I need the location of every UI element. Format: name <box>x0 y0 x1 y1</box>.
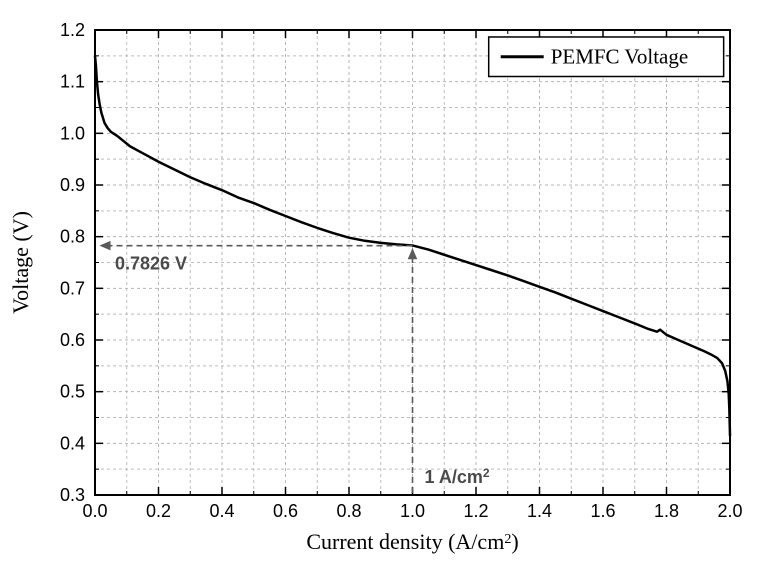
y-tick-label: 0.5 <box>60 382 85 402</box>
y-tick-label: 0.7 <box>60 278 85 298</box>
y-tick-label: 0.9 <box>60 175 85 195</box>
y-tick-label: 1.1 <box>60 72 85 92</box>
annotation-voltage-label: 0.7826 V <box>115 254 187 274</box>
y-axis-label: Voltage (V) <box>8 211 33 314</box>
chart-container: 0.0 0.2 0.4 0.6 0.8 1.0 1.2 1.4 1.6 1.8 2.0 0.3 0.4 0… <box>0 0 768 575</box>
y-tick-label: 0.6 <box>60 330 85 350</box>
x-tick-label: 1.4 <box>527 501 552 521</box>
x-tick-label: 0.4 <box>209 501 234 521</box>
x-tick-label: 1.0 <box>400 501 425 521</box>
x-tick-label: 2.0 <box>717 501 742 521</box>
x-tick-label: 0.2 <box>146 501 171 521</box>
x-tick-label: 0.8 <box>336 501 361 521</box>
x-tick-label: 0.6 <box>273 501 298 521</box>
y-tick-label: 1.0 <box>60 123 85 143</box>
annotation-current-label: 1 A/cm2 <box>425 466 490 487</box>
y-tick-label: 0.8 <box>60 227 85 247</box>
polarization-chart-svg: 0.0 0.2 0.4 0.6 0.8 1.0 1.2 1.4 1.6 1.8 2.0 0.3 0.4 0… <box>0 0 768 575</box>
x-tick-label: 1.6 <box>590 501 615 521</box>
y-tick-label: 0.3 <box>60 485 85 505</box>
y-tick-label: 0.4 <box>60 433 85 453</box>
x-tick-label: 0.0 <box>82 501 107 521</box>
y-tick-label: 1.2 <box>60 20 85 40</box>
x-axis-label: Current density (A/cm2) <box>306 529 518 554</box>
x-tick-label: 1.2 <box>463 501 488 521</box>
x-tick-label: 1.8 <box>654 501 679 521</box>
legend-label: PEMFC Voltage <box>551 45 689 69</box>
